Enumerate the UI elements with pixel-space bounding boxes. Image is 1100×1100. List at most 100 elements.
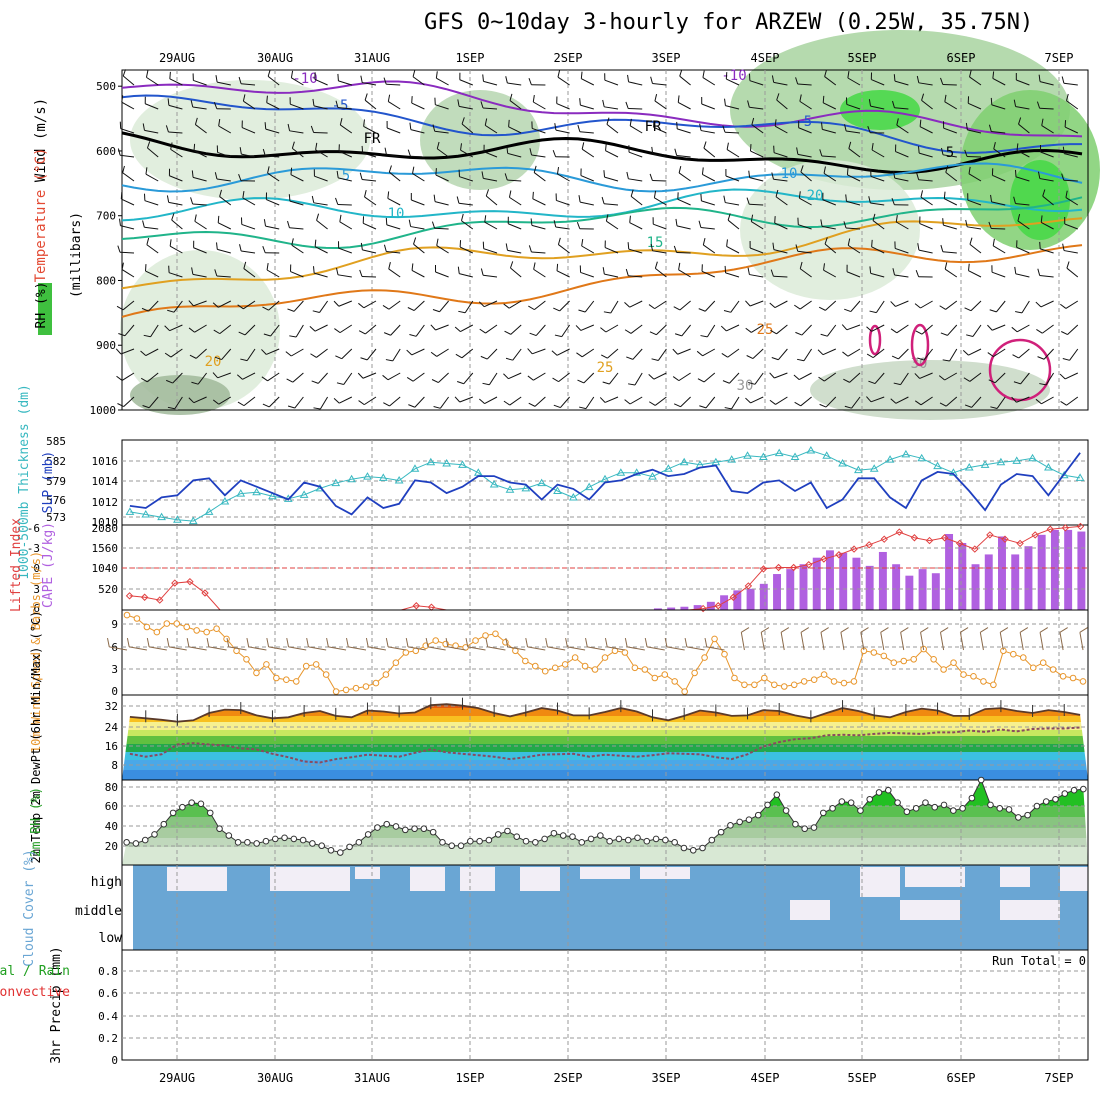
wind-barb <box>652 217 667 230</box>
barb-staff <box>754 372 764 385</box>
barb-staff <box>266 199 280 206</box>
barb-staff <box>512 348 522 361</box>
barb-flag <box>143 334 151 338</box>
wind-barb <box>242 94 256 110</box>
precip-tick-label: 0 <box>111 1054 118 1067</box>
barb-flag <box>990 194 993 202</box>
wind-barb <box>504 173 522 182</box>
barb-flag <box>969 70 972 78</box>
wind10-barb <box>979 627 989 651</box>
wind10-point <box>890 659 898 667</box>
barb-staff <box>147 372 159 383</box>
barb-flag <box>704 637 708 647</box>
rh2m-point <box>1042 798 1050 805</box>
rh2m-point <box>866 795 874 803</box>
barb-staff <box>508 126 522 134</box>
wind-barb <box>532 95 546 110</box>
barb-staff <box>228 646 247 651</box>
barb-staff <box>871 246 885 254</box>
wind10-barb <box>604 637 626 651</box>
barb-staff <box>678 372 691 382</box>
rh2m-point <box>476 837 483 845</box>
precip-total-label: Total / Rain <box>0 964 70 979</box>
barb-flag <box>485 189 489 197</box>
barb-staff <box>1020 372 1030 385</box>
wind10-point <box>1019 654 1027 661</box>
thickness-point <box>774 448 784 457</box>
barb-staff <box>895 151 909 158</box>
wind-barb <box>364 93 377 110</box>
wind-barb <box>724 265 740 278</box>
cloud-level-label: middle <box>75 904 122 919</box>
barb-staff <box>241 223 256 230</box>
barb-flag <box>868 99 871 107</box>
wind-barb <box>167 98 183 110</box>
wind-barb <box>335 100 352 110</box>
wind10-point <box>273 674 280 682</box>
wind-barb <box>890 396 909 404</box>
wind10-point <box>820 671 828 678</box>
barb-staff <box>413 243 425 254</box>
lifted-point <box>156 596 164 604</box>
date-label-bottom: 1SEP <box>456 1071 485 1085</box>
wind-barb <box>818 372 837 382</box>
barb-staff <box>725 105 740 110</box>
wind-barb <box>240 348 256 362</box>
barb-staff <box>870 396 885 403</box>
barb-staff <box>944 101 958 110</box>
barb-flag <box>915 270 920 277</box>
wind-barb <box>339 118 353 134</box>
barb-flag <box>969 237 973 245</box>
axis-label-temp2m: 2m Temp 2m DewPt (6hr Min/Max) (°C) <box>29 611 43 864</box>
wind-barb <box>412 166 425 182</box>
barb-flag <box>385 359 393 362</box>
lifted-point <box>1046 525 1054 533</box>
barb-flag <box>359 269 363 277</box>
barb-staff <box>531 251 546 254</box>
barb-flag <box>286 378 294 383</box>
barb-staff <box>822 199 836 206</box>
wind-barb <box>1035 300 1054 308</box>
barb-staff <box>338 177 352 182</box>
barb-staff <box>1063 179 1078 182</box>
wind-barb <box>747 267 764 278</box>
wind-barb <box>1012 348 1030 359</box>
wind10-barb <box>1019 627 1029 651</box>
wind-barb <box>868 372 885 385</box>
wind-barb <box>723 300 740 313</box>
wind-barb <box>822 192 836 206</box>
barb-flag <box>287 405 295 409</box>
wind-barb <box>944 262 958 278</box>
wind-barb <box>871 239 885 254</box>
barb-staff <box>531 224 546 230</box>
wind-barb <box>841 324 861 331</box>
barb-flag <box>579 98 581 106</box>
barb-staff <box>248 646 267 651</box>
barb-staff <box>775 396 788 405</box>
wind10-barb <box>565 637 586 651</box>
wind-barb <box>676 121 691 134</box>
thickness-point <box>616 468 626 476</box>
wind-barb <box>456 196 473 206</box>
barb-staff <box>410 129 425 134</box>
barb-flag <box>896 118 899 126</box>
rh2m-point <box>801 825 809 833</box>
wind-barb <box>480 348 498 360</box>
barb-flag <box>262 148 266 156</box>
barb-staff <box>171 219 183 230</box>
barb-flag <box>551 350 558 356</box>
wind-barb <box>236 372 256 380</box>
barb-flag <box>339 118 343 126</box>
wind-barb <box>407 149 425 158</box>
barb-staff <box>389 396 401 407</box>
wind-barb <box>265 192 280 206</box>
barb-staff <box>851 396 861 409</box>
wind-barb <box>1065 190 1079 206</box>
wind-barb <box>191 170 207 182</box>
barb-staff <box>1017 220 1030 230</box>
wind10-point <box>342 686 350 694</box>
barb-flag <box>674 333 682 337</box>
cape-bar <box>931 573 940 610</box>
barb-flag <box>676 121 678 129</box>
barb-flag <box>433 194 436 202</box>
